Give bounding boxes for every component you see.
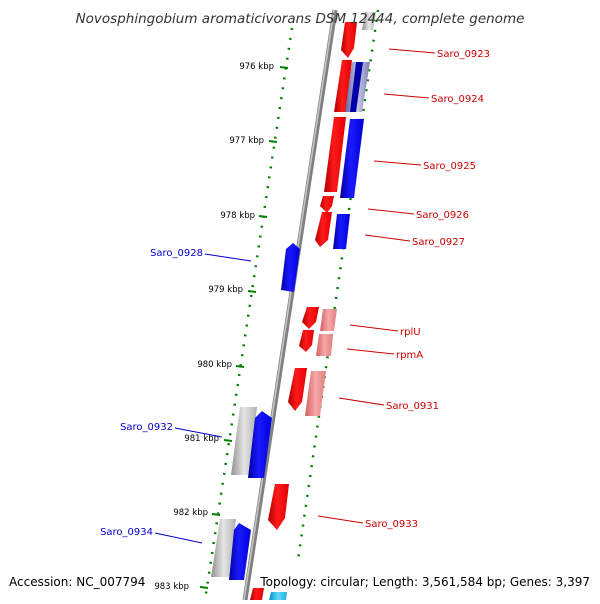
gene-saro-0933[interactable] (268, 484, 289, 530)
gene-saro-0925-a[interactable] (324, 117, 346, 192)
right-gene-labels: Saro_0923 Saro_0924 Saro_0925 Saro_0926 … (365, 49, 490, 530)
gene-saro-0927-b[interactable] (333, 214, 350, 249)
connector-saro-0927 (364, 234, 411, 242)
gene-saro-0926[interactable] (320, 196, 334, 213)
gene-label-rpma[interactable]: rpmA (396, 350, 423, 361)
gene-rpma-b[interactable] (316, 334, 333, 356)
gene-rpma-a[interactable] (299, 330, 314, 352)
genome-axis (242, 9, 338, 601)
gene-saro-0927-a[interactable] (315, 212, 332, 247)
connector-saro-0925 (373, 160, 422, 166)
genome-axis-highlight (243, 9, 335, 601)
gene-label-rplu[interactable]: rplU (400, 327, 421, 338)
connector-saro-0932 (174, 427, 223, 438)
connector-saro-0923 (388, 48, 436, 54)
gene-label-saro-0928[interactable]: Saro_0928 (150, 248, 203, 259)
connector-rpma (346, 348, 395, 355)
gene-partial-cyan[interactable] (269, 592, 287, 600)
connector-saro-0926 (367, 208, 415, 215)
kbp-labels: 976 kbp 977 kbp 978 kbp 979 kbp 980 kbp … (154, 62, 274, 592)
tick-976 (279, 66, 289, 69)
tick-978 (258, 215, 268, 218)
gene-label-saro-0931[interactable]: Saro_0931 (386, 401, 439, 412)
connector-saro-0928 (204, 253, 252, 262)
kbp-label: 982 kbp (173, 508, 208, 518)
gene-label-saro-0923[interactable]: Saro_0923 (437, 49, 490, 60)
map-title: Novosphingobium aromaticivorans DSM 1244… (76, 11, 525, 27)
gene-saro-0934-a[interactable] (211, 519, 236, 577)
kbp-ticks (199, 66, 289, 589)
connector-rplu (349, 324, 399, 332)
gene-label-saro-0924[interactable]: Saro_0924 (431, 94, 484, 105)
tick-977 (268, 140, 278, 143)
kbp-label: 978 kbp (220, 211, 255, 221)
right-label-connectors (317, 48, 436, 524)
gene-label-saro-0927[interactable]: Saro_0927 (412, 237, 465, 248)
connector-saro-0934 (154, 532, 203, 544)
kbp-label: 979 kbp (208, 285, 243, 295)
accession-text: Accession: NC_007794 (9, 575, 145, 589)
tick-979 (247, 290, 257, 293)
left-label-connectors (154, 253, 252, 544)
tick-983 (199, 586, 209, 589)
left-gene-labels: Saro_0928 Saro_0932 Saro_0934 (100, 248, 203, 538)
tick-981 (223, 439, 233, 442)
gene-saro-0931-a[interactable] (288, 368, 307, 411)
gene-saro-0932-b[interactable] (248, 411, 272, 478)
gene-saro-0934-b[interactable] (229, 523, 251, 580)
kbp-label: 977 kbp (229, 136, 264, 146)
gene-label-saro-0932[interactable]: Saro_0932 (120, 422, 173, 433)
gene-label-saro-0933[interactable]: Saro_0933 (365, 519, 418, 530)
tick-980 (235, 365, 245, 368)
gene-rplu-b[interactable] (320, 309, 337, 331)
gene-partial-red[interactable] (250, 588, 264, 600)
connector-saro-0933 (317, 515, 364, 524)
gene-saro-0928[interactable] (281, 243, 300, 292)
gene-saro-0931-b[interactable] (305, 371, 326, 416)
gene-label-saro-0934[interactable]: Saro_0934 (100, 527, 153, 538)
connector-saro-0931 (338, 397, 385, 406)
kbp-label: 980 kbp (197, 360, 232, 370)
tick-982 (211, 513, 221, 516)
connector-saro-0924 (383, 93, 430, 99)
kbp-label: 981 kbp (184, 434, 219, 444)
kbp-label: 976 kbp (239, 62, 274, 72)
gene-label-saro-0925[interactable]: Saro_0925 (423, 161, 476, 172)
gene-label-saro-0926[interactable]: Saro_0926 (416, 210, 469, 221)
kbp-label: 983 kbp (154, 582, 189, 592)
gene-rplu-a[interactable] (302, 307, 319, 329)
gene-saro-0923[interactable] (341, 22, 357, 58)
gene-saro-0925-b[interactable] (340, 119, 364, 198)
gene-saro-0924-core[interactable] (350, 62, 363, 112)
topology-text: Topology: circular; Length: 3,561,584 bp… (259, 575, 590, 589)
gene-saro-0923-track[interactable] (362, 12, 376, 30)
